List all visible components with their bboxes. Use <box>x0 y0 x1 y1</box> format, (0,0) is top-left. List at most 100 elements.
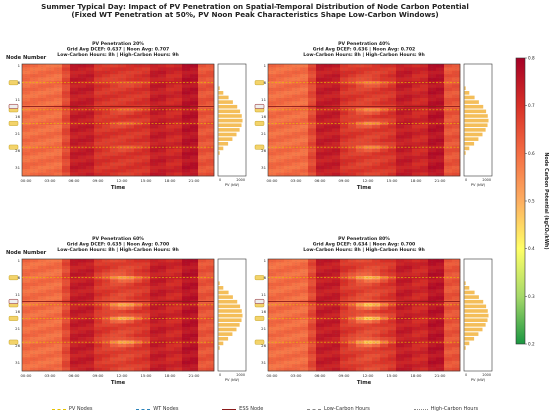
heatmap-cell <box>292 330 301 334</box>
heatmap-cell <box>316 169 325 173</box>
heatmap-cell <box>324 259 333 263</box>
heatmap-cell <box>404 350 413 355</box>
heatmap-cell <box>396 350 405 355</box>
pv-profile-bar <box>464 309 488 313</box>
heatmap-cell <box>94 343 103 348</box>
heatmap-cell <box>284 91 293 95</box>
heatmap-cell <box>308 87 317 92</box>
heatmap-cell <box>182 326 191 331</box>
heatmap-cell <box>70 80 79 85</box>
heatmap-cell <box>166 282 175 287</box>
y-tick-label: 16 <box>15 114 20 119</box>
heatmap-cell <box>134 354 143 358</box>
pv-profile-bar <box>464 118 489 123</box>
heatmap-cell <box>54 259 63 263</box>
heatmap-cell <box>452 306 461 311</box>
heatmap-cell <box>206 259 215 263</box>
heatmap-cell <box>356 138 365 143</box>
heatmap-cell <box>436 165 445 170</box>
heatmap-cell <box>166 159 175 163</box>
heatmap-cell <box>174 292 183 297</box>
heatmap-cell <box>70 364 79 368</box>
heatmap-cell <box>316 77 325 82</box>
pv-profile-bar <box>464 336 475 341</box>
heatmap-cell <box>372 135 381 139</box>
heatmap-cell <box>324 111 333 116</box>
heatmap-cell <box>420 354 429 358</box>
heatmap-cell <box>78 155 87 160</box>
heatmap-cell <box>276 296 285 301</box>
heatmap-cell <box>452 286 461 290</box>
heatmap-cell <box>396 87 405 92</box>
heatmap-cell <box>356 350 365 355</box>
pv-profile-bar <box>464 91 470 95</box>
heatmap-cell <box>182 159 191 163</box>
heatmap-cell <box>70 337 79 341</box>
heatmap-cell <box>86 360 95 365</box>
heatmap-cell <box>102 165 111 170</box>
heatmap-cell <box>142 135 151 139</box>
heatmap-cell <box>404 77 413 82</box>
heatmap-cell <box>436 259 445 263</box>
heatmap-cell <box>134 350 143 355</box>
heatmap-cell <box>150 87 159 92</box>
heatmap-cell <box>388 138 397 143</box>
heatmap-cell <box>150 111 159 116</box>
heatmap-cell <box>348 360 357 365</box>
heatmap-cell <box>348 128 357 133</box>
pv-profile-bar <box>218 114 242 118</box>
heatmap-cell <box>340 330 349 334</box>
heatmap-cell <box>206 131 215 136</box>
heatmap-cell <box>198 259 207 263</box>
heatmap-cell <box>166 91 175 95</box>
panel-title: PV Penetration 80% <box>338 236 390 242</box>
heatmap-cell <box>54 91 63 95</box>
heatmap-cell <box>284 282 293 287</box>
heatmap-cell <box>300 97 309 102</box>
heatmap-cell <box>324 165 333 170</box>
pv-profile-bar <box>464 114 488 118</box>
heatmap-cell <box>412 87 421 92</box>
heatmap-cell <box>292 306 301 311</box>
heatmap-cell <box>166 306 175 311</box>
heatmap-cell <box>94 340 103 345</box>
heatmap-cell <box>380 330 389 334</box>
y-tick-label: 1 <box>18 63 21 68</box>
heatmap-cell <box>420 131 429 136</box>
heatmap-cell <box>268 286 277 290</box>
heatmap-cell <box>380 138 389 143</box>
heatmap-cell <box>54 354 63 358</box>
heatmap-cell <box>372 340 381 345</box>
heatmap-cell <box>428 101 437 106</box>
heatmap-cell <box>404 165 413 170</box>
heatmap-cell <box>452 259 461 263</box>
heatmap-cell <box>380 350 389 355</box>
colorbar-tick-label: 0.2 <box>528 342 535 347</box>
heatmap-cell <box>292 67 301 72</box>
heatmap-cell <box>276 155 285 160</box>
heatmap-cell <box>356 131 365 136</box>
heatmap-cell <box>150 145 159 150</box>
heatmap-cell <box>158 111 167 116</box>
heatmap-cell <box>62 316 71 321</box>
y-tick-label: 26 <box>261 343 266 348</box>
heatmap-cell <box>308 259 317 263</box>
heatmap-cell <box>340 152 349 156</box>
heatmap-cell <box>348 333 357 338</box>
heatmap-cell <box>444 111 453 116</box>
heatmap-cell <box>428 303 437 307</box>
heatmap-cell <box>284 159 293 163</box>
heatmap-cell <box>404 292 413 297</box>
heatmap-cell <box>102 135 111 139</box>
heatmap-cell <box>206 159 215 163</box>
y-tick-label: 1 <box>18 258 21 263</box>
heatmap-cell <box>30 111 39 116</box>
heatmap-cell <box>102 142 111 146</box>
colorbar-tick-label: 0.6 <box>528 151 535 156</box>
heatmap-cell <box>380 354 389 358</box>
heatmap-cell <box>380 333 389 338</box>
heatmap-cell <box>30 155 39 160</box>
heatmap-cell <box>428 286 437 290</box>
heatmap-cell <box>268 111 277 116</box>
heatmap-cell <box>308 360 317 365</box>
